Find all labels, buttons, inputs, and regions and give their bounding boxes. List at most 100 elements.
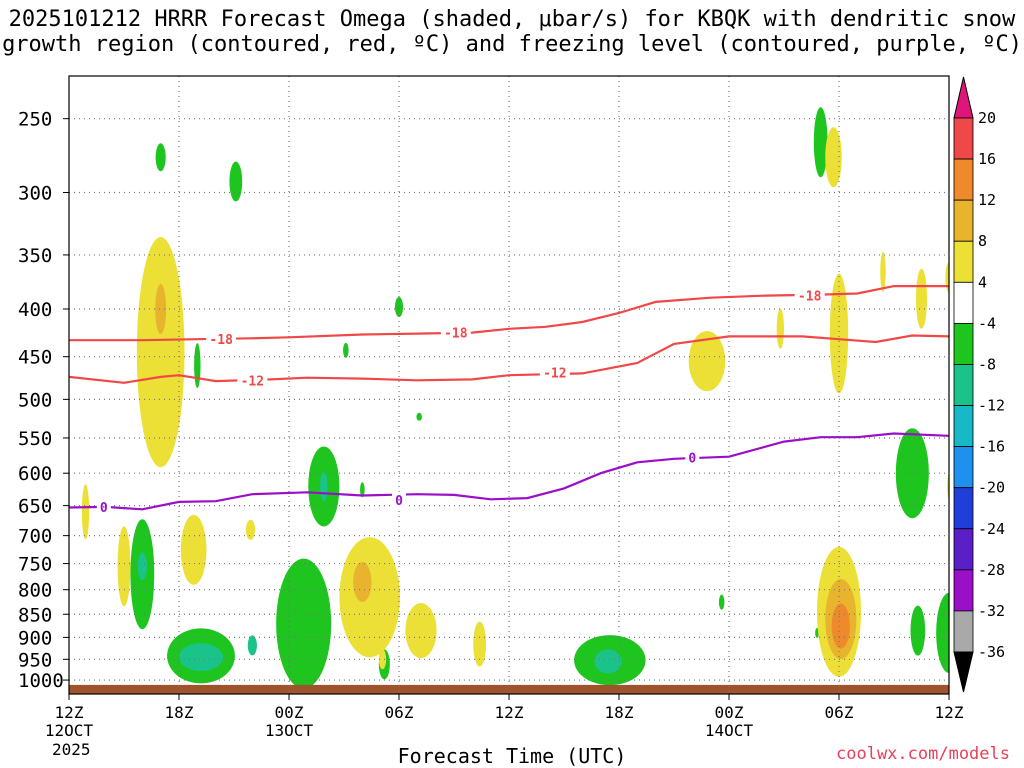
colorbar-top-arrow	[953, 76, 974, 119]
colorbar-band-6	[953, 364, 974, 406]
x-axis-label: Forecast Time (UTC)	[397, 744, 627, 768]
omega-region-22	[936, 592, 949, 673]
plot-area: -18 -18 -18 -12 -12 0 0 0	[69, 76, 949, 694]
omega-region-10	[137, 552, 147, 581]
omega-region-39	[880, 251, 886, 292]
omega-region-32	[405, 603, 437, 659]
y-tick-label-900: 900	[18, 627, 52, 649]
omega-region-5	[416, 412, 422, 421]
omega-region-26	[81, 484, 90, 540]
colorbar-band-8	[953, 446, 974, 489]
colorbar-band-2	[953, 199, 974, 242]
y-tick-label-750: 750	[18, 554, 52, 576]
x-tick-date-2: 13OCT	[265, 721, 314, 740]
y-tick-label-500: 500	[18, 389, 52, 411]
contour-label-bg-2-0	[96, 498, 111, 514]
omega-region-24	[136, 237, 185, 468]
colorbar-level-0: 20	[978, 109, 996, 127]
omega-region-11	[276, 558, 332, 689]
contour-label-bg-1-1	[539, 364, 570, 380]
chart-title-line-2: growth region (contoured, red, ºC) and f…	[2, 32, 1022, 57]
x-tick-date-6: 14OCT	[705, 721, 754, 740]
contour--12	[69, 334, 949, 384]
colorbar-bottom-arrow	[953, 651, 974, 693]
chart-title-line-1: 2025101212 HRRR Forecast Omega (shaded, …	[8, 7, 1016, 32]
colorbar-level-9: -20	[978, 479, 1005, 497]
omega-region-25	[155, 284, 167, 335]
contour-0	[69, 432, 949, 511]
colorbar-band-10	[953, 528, 974, 571]
y-tick-label-600: 600	[18, 463, 52, 485]
x-tick-label-5: 18Z	[605, 703, 634, 722]
y-tick-label-550: 550	[18, 428, 52, 450]
omega-region-34	[378, 649, 387, 670]
x-tick-label-6: 00Z	[715, 703, 744, 722]
colorbar-level-10: -24	[978, 520, 1005, 538]
colorbar-band-11	[953, 569, 974, 612]
omega-region-21	[910, 605, 926, 656]
x-tick-label-8: 12Z	[935, 703, 964, 722]
colorbar-level-13: -36	[978, 643, 1005, 661]
colorbar-level-11: -28	[978, 561, 1005, 579]
contour-label-0: 0	[688, 451, 696, 466]
contour-label-bg-2-1	[392, 491, 406, 507]
contour-label--12: -12	[241, 374, 264, 389]
colorbar-band-0	[953, 117, 974, 160]
omega-region-1	[229, 161, 243, 202]
omega-region-14	[179, 643, 223, 672]
x-tick-label-4: 12Z	[495, 703, 524, 722]
omega-region-40	[916, 268, 927, 329]
contour-label-bg-2-2	[685, 449, 700, 465]
colorbar-level-8: -16	[978, 438, 1005, 456]
y-tick-label-350: 350	[18, 245, 52, 267]
colorbar-band-1	[953, 158, 974, 201]
contour-label--18: -18	[209, 333, 233, 348]
contour-label-bg-0-0	[206, 331, 237, 347]
omega-region-33	[473, 621, 487, 667]
colorbar-band-4	[953, 281, 974, 324]
x-tick-label-7: 06Z	[825, 703, 854, 722]
omega-region-8	[360, 482, 365, 498]
contour-label--18: -18	[444, 327, 468, 342]
omega-region-45	[831, 603, 850, 649]
omega-region-12	[247, 635, 257, 656]
omega-region-18	[813, 107, 828, 178]
source-credit[interactable]: coolwx.com/models	[836, 744, 1010, 764]
contour-label-0: 0	[395, 494, 403, 509]
x-tick-date-0: 12OCT	[45, 721, 94, 740]
y-tick-label-1000: 1000	[18, 670, 64, 692]
x-tick-year: 2025	[52, 740, 91, 759]
colorbar-level-1: 16	[978, 150, 996, 168]
contour-label--12: -12	[543, 367, 566, 382]
omega-region-20	[718, 594, 725, 610]
colorbar-level-7: -12	[978, 397, 1005, 415]
omega-region-17	[594, 649, 622, 674]
contour-label-bg-0-2	[794, 287, 825, 303]
contour-label--18: -18	[798, 290, 822, 305]
y-tick-label-450: 450	[18, 347, 52, 369]
omega-region-28	[180, 514, 207, 585]
colorbar-band-12	[953, 610, 974, 653]
colorbar-level-4: 4	[978, 273, 987, 291]
y-tick-label-800: 800	[18, 580, 52, 602]
x-tick-label-3: 06Z	[385, 703, 414, 722]
colorbar-level-6: -8	[978, 355, 996, 373]
colorbar-level-2: 12	[978, 191, 996, 209]
colorbar-band-3	[953, 240, 974, 283]
omega-region-0	[155, 143, 166, 172]
omega-region-38	[776, 308, 784, 349]
omega-region-7	[320, 471, 328, 502]
colorbar: 20 16 12 8 4 -4 -8 -12 -16 -20 -24 -28 -32 -36	[953, 76, 1005, 693]
colorbar-band-5	[953, 322, 974, 365]
y-tick-label-950: 950	[18, 649, 52, 671]
omega-region-3	[343, 342, 349, 358]
y-tick-label-650: 650	[18, 496, 52, 518]
contour-label-0: 0	[100, 501, 108, 516]
y-tick-label-400: 400	[18, 299, 52, 321]
colorbar-level-12: -32	[978, 602, 1005, 620]
colorbar-band-9	[953, 487, 974, 530]
x-tick-label-0: 12Z	[55, 703, 84, 722]
terrain-fill	[69, 684, 949, 694]
omega-region-27	[117, 526, 131, 607]
